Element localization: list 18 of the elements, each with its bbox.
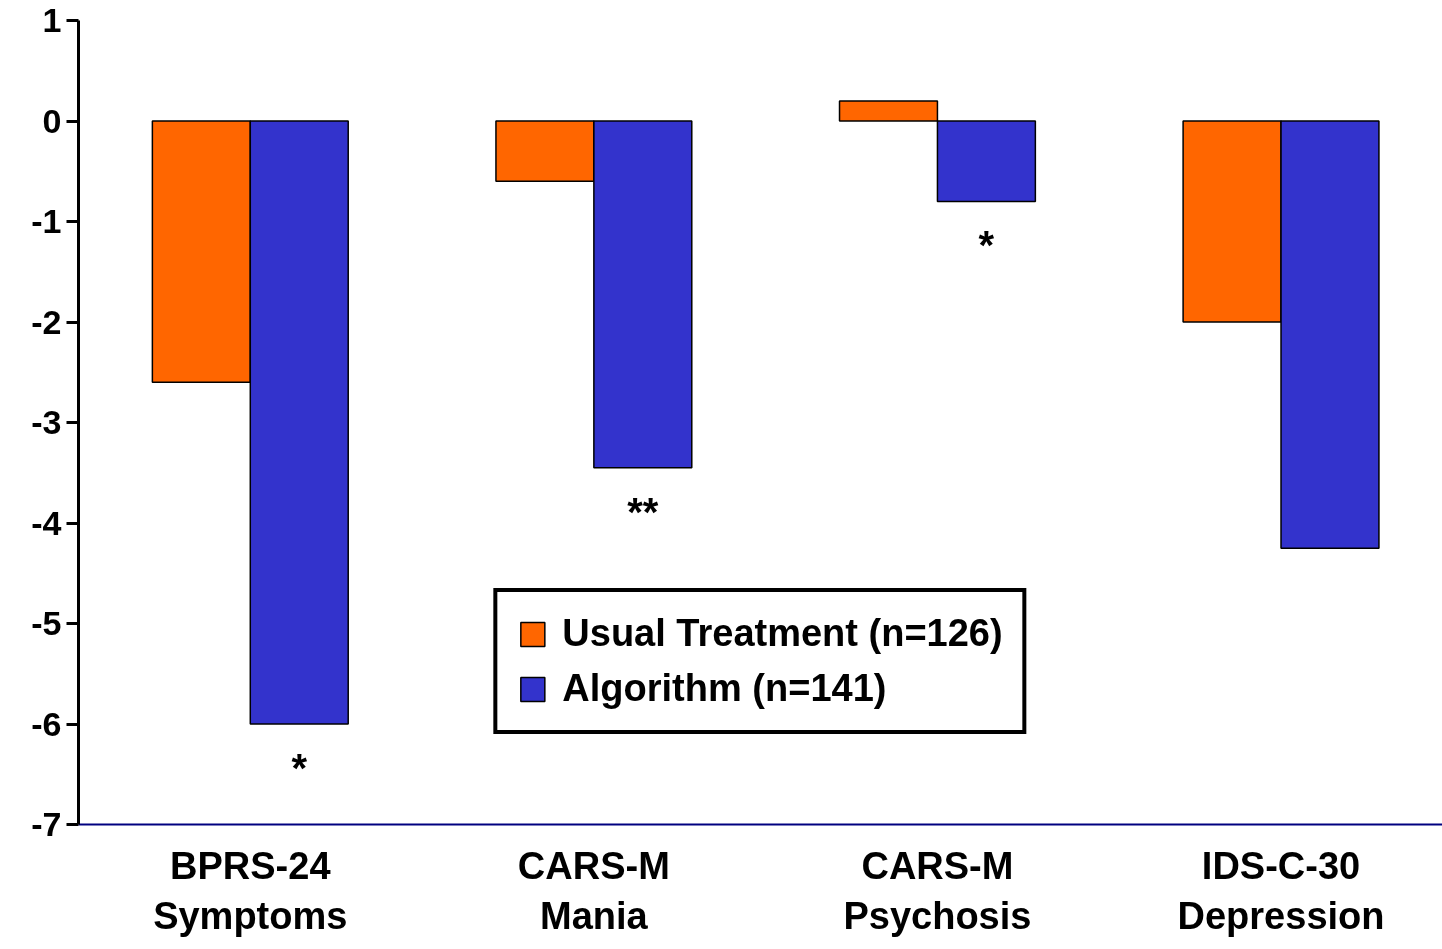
- x-tick-label: CARS-M Mania: [517, 844, 670, 937]
- y-tick-label: -5: [31, 604, 62, 642]
- legend-label: Usual Treatment (n=126): [562, 612, 1003, 655]
- x-tick-label: CARS-M Psychosis: [843, 844, 1032, 937]
- y-tick-label: 1: [42, 1, 62, 39]
- annotation: *: [978, 223, 995, 268]
- y-tick-label: -4: [31, 503, 62, 542]
- legend-label: Algorithm (n=141): [562, 667, 887, 710]
- y-tick-label: -6: [31, 704, 62, 743]
- annotation: **: [627, 489, 659, 534]
- y-tick-label: -3: [31, 403, 62, 441]
- y-tick-label: -7: [31, 805, 62, 843]
- x-tick-label: BPRS-24 Symptoms: [153, 844, 348, 937]
- y-tick-label: -2: [31, 302, 62, 341]
- y-tick-label: -1: [31, 202, 62, 240]
- annotation: *: [291, 746, 308, 790]
- x-tick-label: IDS-C-30 Depression: [1177, 844, 1385, 937]
- y-tick-label: 0: [42, 101, 62, 140]
